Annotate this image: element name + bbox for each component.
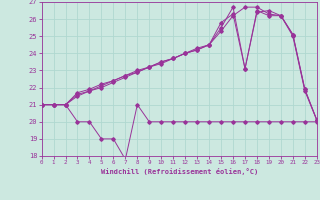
X-axis label: Windchill (Refroidissement éolien,°C): Windchill (Refroidissement éolien,°C) — [100, 168, 258, 175]
